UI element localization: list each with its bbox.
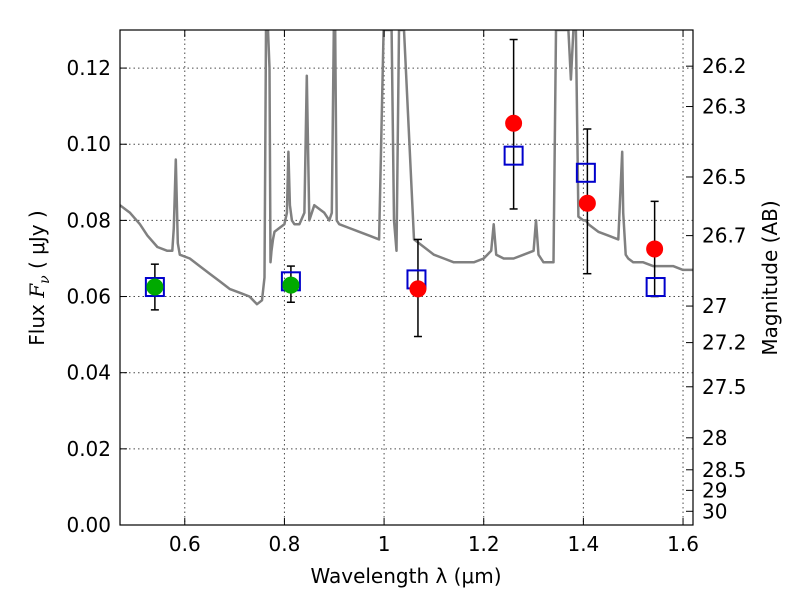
- ticks: 0.6 0.8 1 1.2 1.4 1.6 0.00 0.02 0.04 0.06 0.08 0.10…: [66, 30, 747, 556]
- photometry-point: [505, 114, 523, 132]
- y2-tick-label: 26.7: [702, 224, 747, 248]
- photometry-point: [409, 280, 427, 298]
- marker-layer: [144, 38, 666, 338]
- grid: [120, 30, 693, 525]
- x-tick-label: 1.2: [468, 532, 500, 556]
- y-tick-label: 0.00: [66, 513, 111, 537]
- x-axis-title: Wavelength λ (μm): [310, 564, 501, 588]
- model-flux-square: [645, 277, 666, 298]
- model-flux-square: [503, 145, 524, 166]
- photometry-point: [578, 194, 596, 212]
- y2-tick-label: 29: [702, 478, 727, 502]
- y2-tick-label: 28.5: [702, 458, 747, 482]
- x-tick-label: 1.6: [667, 532, 699, 556]
- y2-tick-label: 26.2: [702, 54, 747, 78]
- y-tick-label: 0.12: [66, 56, 111, 80]
- x-tick-label: 0.6: [169, 532, 201, 556]
- y2-tick-label: 30: [702, 499, 727, 523]
- y-tick-label: 0.06: [66, 285, 111, 309]
- y-tick-label: 0.10: [66, 132, 111, 156]
- y-axis-title: Flux Fν ( μJy ): [25, 210, 53, 345]
- spectrum-line: [120, 30, 693, 306]
- y-tick-label: 0.04: [66, 361, 111, 385]
- y-tick-label: 0.02: [66, 437, 111, 461]
- y2-tick-label: 27.5: [702, 375, 747, 399]
- plot-frame: [119, 29, 694, 526]
- model-flux-square: [575, 162, 596, 183]
- y2-tick-label: 26.5: [702, 165, 747, 189]
- y2-tick-label: 27.2: [702, 331, 747, 355]
- y2-tick-label: 27: [702, 294, 727, 318]
- photometry-point: [282, 276, 300, 294]
- y2-axis-title: Magnitude (AB): [758, 200, 782, 355]
- y-tick-label: 0.08: [66, 208, 111, 232]
- photometry-point: [646, 240, 664, 258]
- y2-tick-label: 26.3: [702, 95, 747, 119]
- x-tick-label: 1: [378, 532, 391, 556]
- model-flux-square: [144, 277, 165, 298]
- photometry-point: [146, 278, 164, 296]
- y2-tick-label: 28: [702, 426, 727, 450]
- x-tick-label: 1.4: [567, 532, 599, 556]
- x-tick-label: 0.8: [269, 532, 301, 556]
- spectrum-layer: [120, 30, 693, 306]
